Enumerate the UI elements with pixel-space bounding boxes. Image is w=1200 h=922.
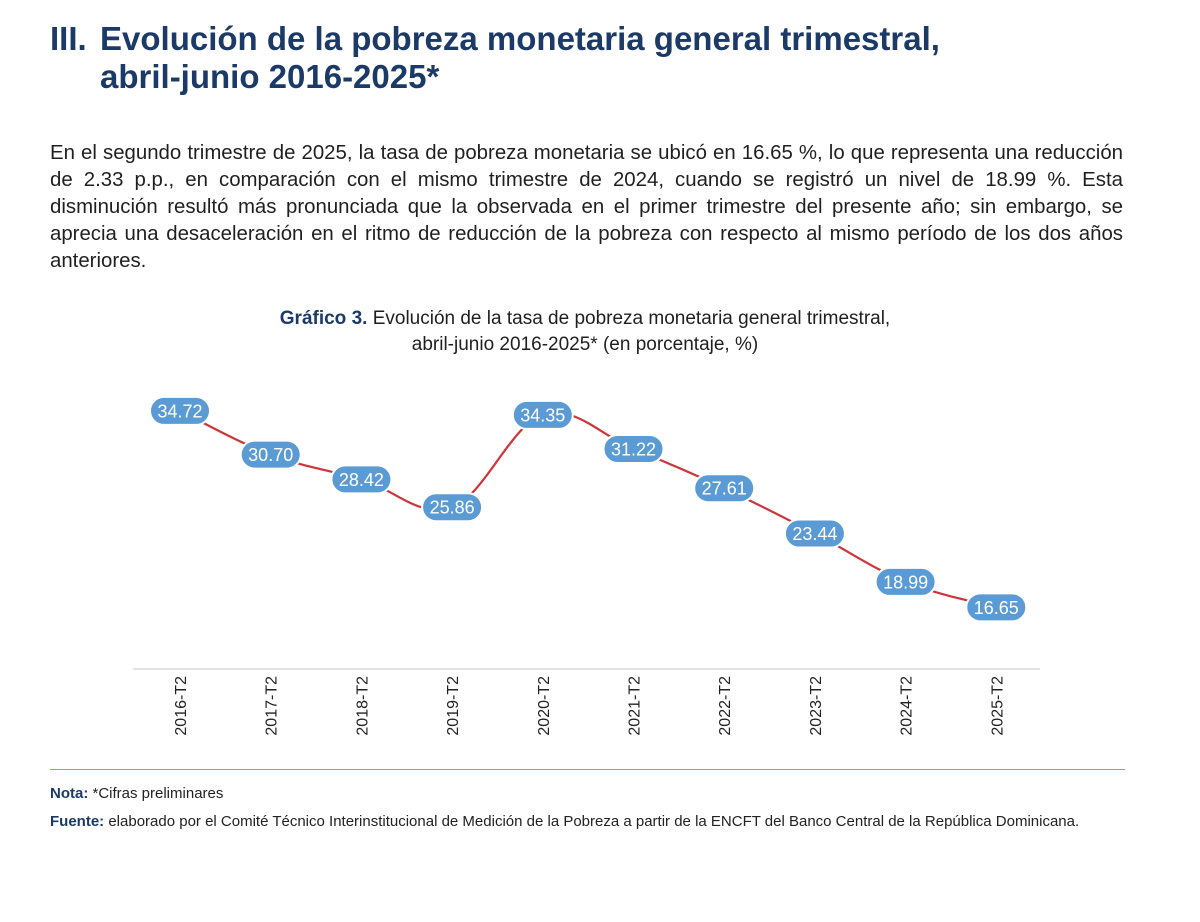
data-label-value: 31.22 <box>611 439 656 459</box>
poverty-line-chart: 34.72 30.70 28.42 25.86 34.35 31.22 27.61 23.44… <box>133 395 1040 736</box>
data-label-2017-T2: 30.70 <box>239 439 302 470</box>
data-label-value: 18.99 <box>883 572 928 592</box>
data-label-2025-T2: 16.65 <box>965 592 1028 623</box>
data-label-badge <box>239 439 302 470</box>
section-heading: III. Evolución de la pobreza monetaria g… <box>50 20 1140 96</box>
source-label: Fuente: <box>50 813 105 830</box>
data-label-2016-T2: 34.72 <box>149 395 211 426</box>
data-label-value: 34.72 <box>157 401 202 421</box>
data-label-badge <box>693 473 756 504</box>
data-label-2021-T2: 31.22 <box>602 433 665 464</box>
data-label-2018-T2: 28.42 <box>330 464 393 495</box>
x-tick-label-2019-T2: 2019-T2 <box>445 676 462 736</box>
footer-divider <box>50 769 1125 770</box>
data-label-value: 30.70 <box>248 445 293 465</box>
data-label-badge <box>783 518 846 549</box>
note-label: Nota: <box>50 785 89 802</box>
data-label-badge <box>965 592 1028 623</box>
data-label-badge <box>874 566 937 597</box>
note-text: *Cifras preliminares <box>92 785 224 802</box>
chart-caption: Gráfico 3. Evolución de la tasa de pobre… <box>150 306 1020 358</box>
data-label-2024-T2: 18.99 <box>874 566 937 597</box>
data-label-badge <box>330 464 393 495</box>
x-tick-label-2017-T2: 2017-T2 <box>264 676 281 736</box>
section-number: III. <box>50 20 87 57</box>
chart-caption-line-2: abril-junio 2016-2025* (en porcentaje, %… <box>411 334 759 355</box>
chart-caption-label: Gráfico 3. <box>279 308 368 329</box>
data-label-value: 25.86 <box>430 498 475 518</box>
section-title-line-1: Evolución de la pobreza monetaria genera… <box>100 20 940 57</box>
data-label-value: 27.61 <box>702 479 747 499</box>
x-tick-label-2024-T2: 2024-T2 <box>899 676 916 736</box>
poverty-rate-series-line <box>179 409 997 609</box>
chart-caption-line-1: Evolución de la tasa de pobreza monetari… <box>372 308 891 329</box>
x-tick-label-2016-T2: 2016-T2 <box>173 676 190 736</box>
data-label-value: 28.42 <box>339 470 384 490</box>
data-label-badge <box>602 433 665 464</box>
data-label-value: 34.35 <box>520 405 565 425</box>
x-tick-label-2020-T2: 2020-T2 <box>536 676 553 736</box>
x-tick-label-2023-T2: 2023-T2 <box>808 676 825 736</box>
data-labels: 34.72 30.70 28.42 25.86 34.35 31.22 27.61 23.44… <box>149 395 1028 623</box>
data-label-value: 16.65 <box>974 598 1019 618</box>
intro-paragraph: En el segundo trimestre de 2025, la tasa… <box>50 142 1123 272</box>
data-label-2019-T2: 25.86 <box>421 492 484 523</box>
x-tick-label-2021-T2: 2021-T2 <box>627 676 644 736</box>
x-tick-label-2025-T2: 2025-T2 <box>989 676 1006 736</box>
data-label-value: 23.44 <box>792 524 837 544</box>
x-tick-label-2022-T2: 2022-T2 <box>717 676 734 736</box>
source-text: elaborado por el Comité Técnico Interins… <box>108 813 1080 830</box>
data-label-badge <box>149 395 211 426</box>
data-label-2022-T2: 27.61 <box>693 473 756 504</box>
data-label-2023-T2: 23.44 <box>783 518 846 549</box>
data-label-badge <box>511 399 574 430</box>
data-label-badge <box>421 492 484 523</box>
chart-notes: Nota: *Cifras preliminares Fuente: elabo… <box>50 780 1130 836</box>
x-tick-labels: 2016-T2 2017-T2 2018-T2 2019-T2 2020-T2 2021-… <box>173 676 1006 736</box>
x-tick-label-2018-T2: 2018-T2 <box>354 676 371 736</box>
data-label-2020-T2: 34.35 <box>511 399 574 430</box>
section-title-line-2: abril-junio 2016-2025* <box>100 58 440 95</box>
